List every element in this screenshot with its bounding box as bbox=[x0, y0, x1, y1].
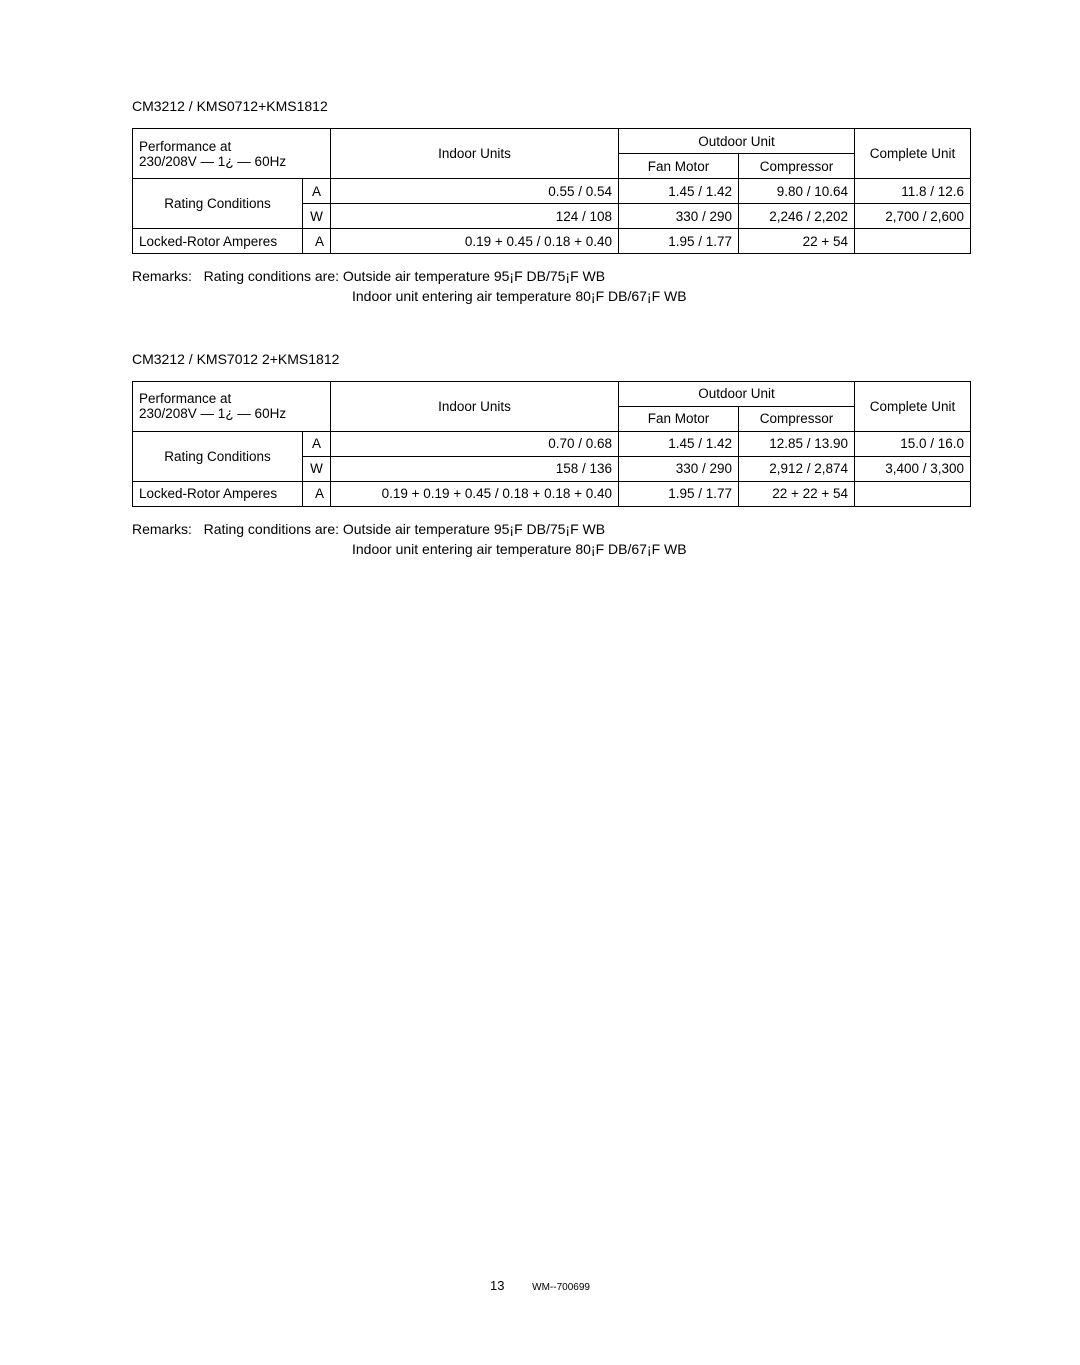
footer-wm: WM--700699 bbox=[508, 1282, 590, 1293]
perf-line1: Performance at bbox=[139, 139, 324, 154]
row-a-comp: 9.80 / 10.64 bbox=[739, 179, 855, 204]
complete-unit-header: Complete Unit bbox=[855, 381, 971, 431]
indoor-units-header: Indoor Units bbox=[331, 129, 619, 179]
locked-a: A bbox=[303, 229, 331, 254]
locked-indoor: 0.19 + 0.45 / 0.18 + 0.40 bbox=[331, 229, 619, 254]
row-a-fan: 1.45 / 1.42 bbox=[619, 179, 739, 204]
row-w-indoor: 158 / 136 bbox=[331, 456, 619, 481]
locked-fan: 1.95 / 1.77 bbox=[619, 481, 739, 506]
row-a-indoor: 0.55 / 0.54 bbox=[331, 179, 619, 204]
locked-label: Locked-Rotor Amperes bbox=[133, 481, 303, 506]
page-footer: 13 WM--700699 bbox=[0, 1278, 1080, 1293]
table-row: Locked-Rotor Amperes A 0.19 + 0.45 / 0.1… bbox=[133, 229, 971, 254]
locked-complete bbox=[855, 481, 971, 506]
model-title-1: CM3212 / KMS0712+KMS1812 bbox=[132, 98, 972, 114]
locked-comp: 22 + 54 bbox=[739, 229, 855, 254]
table-row: Rating Conditions A 0.70 / 0.68 1.45 / 1… bbox=[133, 431, 971, 456]
row-w-complete: 3,400 / 3,300 bbox=[855, 456, 971, 481]
remarks-line-a: Rating conditions are: Outside air tempe… bbox=[204, 268, 606, 284]
remarks-block-1: Remarks: Rating conditions are: Outside … bbox=[132, 266, 972, 307]
locked-a: A bbox=[303, 481, 331, 506]
remarks-line-b: Indoor unit entering air temperature 80¡… bbox=[132, 288, 687, 304]
row-a-indoor: 0.70 / 0.68 bbox=[331, 431, 619, 456]
row-w-label: W bbox=[303, 456, 331, 481]
row-a-label: A bbox=[303, 179, 331, 204]
locked-comp: 22 + 22 + 54 bbox=[739, 481, 855, 506]
perf-line2: 230/208V — 1¿ — 60Hz bbox=[139, 154, 324, 169]
row-a-complete: 15.0 / 16.0 bbox=[855, 431, 971, 456]
table-row: Performance at 230/208V — 1¿ — 60Hz Indo… bbox=[133, 129, 971, 154]
compressor-header: Compressor bbox=[739, 154, 855, 179]
row-w-fan: 330 / 290 bbox=[619, 204, 739, 229]
row-w-complete: 2,700 / 2,600 bbox=[855, 204, 971, 229]
row-a-complete: 11.8 / 12.6 bbox=[855, 179, 971, 204]
locked-indoor: 0.19 + 0.19 + 0.45 / 0.18 + 0.18 + 0.40 bbox=[331, 481, 619, 506]
performance-cell: Performance at 230/208V — 1¿ — 60Hz bbox=[133, 129, 331, 179]
perf-line1: Performance at bbox=[139, 391, 324, 406]
row-a-fan: 1.45 / 1.42 bbox=[619, 431, 739, 456]
outdoor-unit-header: Outdoor Unit bbox=[619, 381, 855, 406]
locked-label: Locked-Rotor Amperes bbox=[133, 229, 303, 254]
remarks-block-2: Remarks: Rating conditions are: Outside … bbox=[132, 519, 972, 560]
compressor-header: Compressor bbox=[739, 406, 855, 431]
indoor-units-header: Indoor Units bbox=[331, 381, 619, 431]
table-row: Rating Conditions A 0.55 / 0.54 1.45 / 1… bbox=[133, 179, 971, 204]
performance-cell: Performance at 230/208V — 1¿ — 60Hz bbox=[133, 381, 331, 431]
rating-conditions-label: Rating Conditions bbox=[133, 431, 303, 481]
model-title-2: CM3212 / KMS7012 2+KMS1812 bbox=[132, 351, 972, 367]
row-a-label: A bbox=[303, 431, 331, 456]
spec-table-2: Performance at 230/208V — 1¿ — 60Hz Indo… bbox=[132, 381, 971, 507]
spec-table-1: Performance at 230/208V — 1¿ — 60Hz Indo… bbox=[132, 128, 971, 254]
remarks-label: Remarks: bbox=[132, 521, 192, 537]
complete-unit-header: Complete Unit bbox=[855, 129, 971, 179]
row-w-indoor: 124 / 108 bbox=[331, 204, 619, 229]
outdoor-unit-header: Outdoor Unit bbox=[619, 129, 855, 154]
rating-conditions-label: Rating Conditions bbox=[133, 179, 303, 229]
row-w-comp: 2,246 / 2,202 bbox=[739, 204, 855, 229]
remarks-line-a: Rating conditions are: Outside air tempe… bbox=[204, 521, 606, 537]
locked-complete bbox=[855, 229, 971, 254]
row-w-comp: 2,912 / 2,874 bbox=[739, 456, 855, 481]
remarks-label: Remarks: bbox=[132, 268, 192, 284]
table-row: Performance at 230/208V — 1¿ — 60Hz Indo… bbox=[133, 381, 971, 406]
fan-motor-header: Fan Motor bbox=[619, 406, 739, 431]
perf-line2: 230/208V — 1¿ — 60Hz bbox=[139, 406, 324, 421]
row-w-fan: 330 / 290 bbox=[619, 456, 739, 481]
fan-motor-header: Fan Motor bbox=[619, 154, 739, 179]
row-w-label: W bbox=[303, 204, 331, 229]
locked-fan: 1.95 / 1.77 bbox=[619, 229, 739, 254]
page-number: 13 bbox=[490, 1278, 504, 1293]
row-a-comp: 12.85 / 13.90 bbox=[739, 431, 855, 456]
table-row: Locked-Rotor Amperes A 0.19 + 0.19 + 0.4… bbox=[133, 481, 971, 506]
remarks-line-b: Indoor unit entering air temperature 80¡… bbox=[132, 541, 687, 557]
